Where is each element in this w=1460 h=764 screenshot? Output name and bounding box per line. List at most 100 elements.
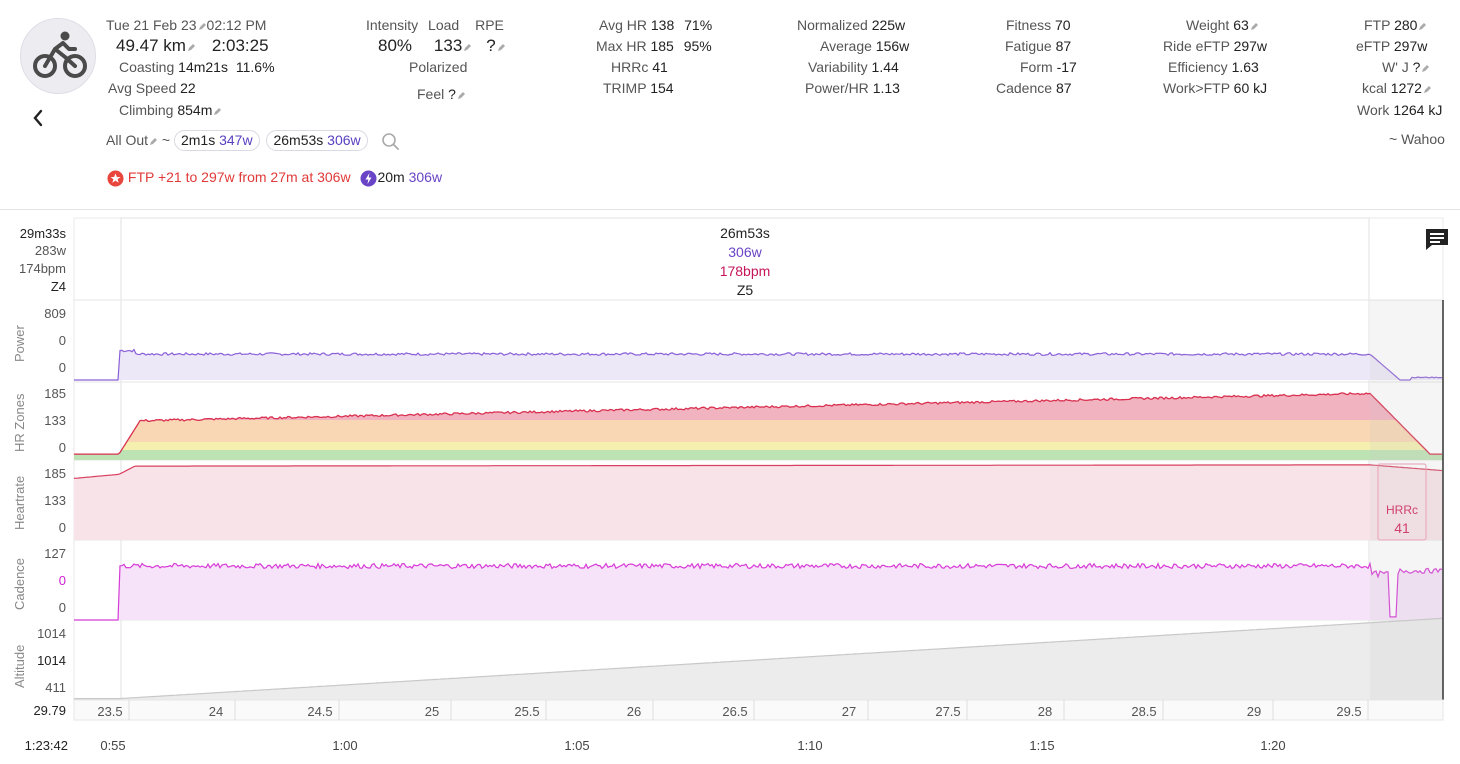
edit-pencil-icon[interactable] (1421, 64, 1430, 73)
all-out-label[interactable]: All Out (106, 132, 149, 148)
distance-tick: 24 (208, 704, 224, 719)
max-hr-pct: 95% (683, 38, 712, 54)
distance-tick: 27.5 (935, 704, 961, 719)
hrrc-box-value: 41 (1394, 520, 1410, 536)
search-icon[interactable] (380, 132, 402, 151)
ftp-achievement[interactable]: FTP +21 to 297w from 27m at 306w (127, 169, 351, 185)
hrz-tick: 185 (44, 386, 66, 401)
edit-pencil-icon[interactable] (497, 43, 506, 52)
interval-time: 26m53s (273, 132, 324, 148)
distance-tick: 24.5 (307, 704, 333, 719)
max-hr-label: Max HR (596, 38, 647, 54)
activity-date-row: Tue 21 Feb 23 02:12 PM (106, 15, 266, 36)
avg-hr-label: Avg HR (599, 17, 647, 33)
best-watts[interactable]: 306w (408, 169, 443, 185)
wj-label: W' J (1382, 59, 1409, 75)
climbing-value: 854m (177, 102, 213, 118)
time-cursor: 1:23:42 (24, 738, 68, 753)
avg-hr-pct: 71% (684, 17, 713, 33)
intensity-label: Intensity (366, 17, 419, 33)
coasting-pct: 11.6% (235, 59, 275, 75)
hr-zone-line (74, 392, 1442, 455)
altitude-tick: 411 (45, 680, 66, 695)
activity-time: 02:12 PM (206, 17, 267, 33)
normalized-label: Normalized (797, 17, 868, 33)
cursor-power: 283w (34, 243, 66, 258)
ftp-value: 280 (1394, 17, 1418, 33)
edit-pencil-icon[interactable] (1418, 22, 1427, 31)
hrrc-row: HRRc 41 (611, 57, 668, 78)
ride-eftp-label: Ride eFTP (1163, 38, 1230, 54)
distance-value: 49.47 km (116, 36, 186, 55)
time-tick: 1:05 (564, 738, 590, 753)
edit-pencil-icon[interactable] (1423, 85, 1432, 94)
bike-icon (33, 31, 87, 78)
ftp-row: FTP 280 (1364, 15, 1427, 36)
distance-tick: 28 (1037, 704, 1053, 719)
feel-label: Feel (417, 86, 445, 102)
work-row: Work 1264 kJ (1357, 100, 1442, 121)
source-row: ~ Wahoo (1389, 129, 1445, 150)
cadence-series-line (74, 561, 1443, 621)
edit-pencil-icon[interactable] (187, 43, 196, 52)
rpe-label: RPE (475, 17, 504, 33)
interval-pill[interactable]: 26m53s 306w (266, 130, 368, 151)
duration-value: 2:03:25 (211, 36, 269, 55)
activity-chart[interactable] (0, 210, 1460, 764)
polarized-row: Polarized (409, 57, 467, 78)
climbing-row: Climbing 854m (119, 100, 222, 121)
average-power-value: 156w (875, 38, 910, 54)
cadence-tick: 0 (58, 573, 66, 588)
hrz-tick: 133 (44, 413, 66, 428)
fitness-value: 70 (1055, 17, 1071, 33)
edit-pencil-icon[interactable] (198, 22, 207, 31)
kcal-label: kcal (1362, 80, 1387, 96)
activity-header: Tue 21 Feb 23 02:12 PM 49.47 km 2:03:25 C… (0, 0, 1460, 210)
hrrc-label: HRRc (611, 59, 649, 75)
hrrc-box-label[interactable]: HRRc 41 (1379, 501, 1425, 537)
hrz-tick: 0 (58, 440, 66, 455)
trimp-row: TRIMP 154 (603, 78, 674, 99)
hrrc-box-title: HRRc (1386, 503, 1418, 517)
edit-pencil-icon[interactable] (463, 43, 472, 52)
trimp-label: TRIMP (603, 80, 647, 96)
efficiency-row: Efficiency 1.63 (1168, 57, 1259, 78)
altitude-tick: 1014 (37, 626, 66, 641)
selection-power: 306w (728, 244, 762, 260)
ride-eftp-value: 297w (1233, 38, 1268, 54)
activity-chart-area: 29m33s 283w 174bpm Z4 26m53s 306w 178bpm… (0, 210, 1460, 764)
comment-icon[interactable] (1424, 227, 1450, 251)
eftp-label: eFTP (1356, 38, 1390, 54)
hr-tick: 0 (58, 520, 66, 535)
cadence-value: 87 (1055, 80, 1072, 96)
normalized-row: Normalized 225w (797, 15, 905, 36)
time-tick: 1:20 (1260, 738, 1286, 753)
avg-hr-value: 138 (650, 17, 675, 33)
feel-value[interactable]: ? (448, 86, 456, 102)
star-badge-icon (107, 170, 124, 187)
best-time[interactable]: 20m (377, 169, 405, 185)
avg-speed-row: Avg Speed 22 (108, 78, 196, 99)
efficiency-label: Efficiency (1168, 59, 1228, 75)
weight-value: 63 (1233, 17, 1249, 33)
edit-pencil-icon[interactable] (213, 107, 222, 116)
max-hr-row: Max HR 185 95% (596, 36, 712, 57)
coasting-time: 14m21s (178, 59, 228, 75)
efficiency-value: 1.63 (1231, 59, 1259, 75)
rpe-value[interactable]: ? (486, 36, 496, 55)
interval-pill[interactable]: 2m1s 347w (173, 130, 260, 151)
load-label: Load (428, 17, 460, 33)
distance-tick: 25.5 (514, 704, 540, 719)
distance-tick: 29.5 (1336, 704, 1362, 719)
edit-pencil-icon[interactable] (149, 137, 158, 146)
weight-label: Weight (1186, 17, 1230, 33)
cursor-hr: 174bpm (19, 261, 66, 276)
wj-value[interactable]: ? (1412, 59, 1421, 75)
cadence-row: Cadence 87 (996, 78, 1072, 99)
activity-type-avatar (20, 18, 96, 94)
power-hr-row: Power/HR 1.13 (805, 78, 900, 99)
edit-pencil-icon[interactable] (1250, 22, 1259, 31)
edit-pencil-icon[interactable] (457, 91, 466, 100)
back-button[interactable] (28, 106, 48, 130)
fitness-label: Fitness (1006, 17, 1052, 33)
